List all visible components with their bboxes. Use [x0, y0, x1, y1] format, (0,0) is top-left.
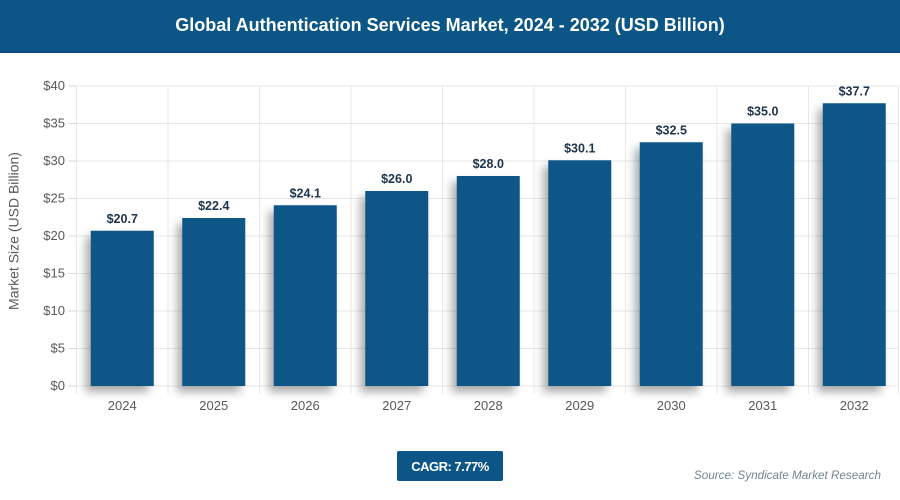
svg-text:$32.5: $32.5	[656, 123, 687, 137]
svg-text:$28.0: $28.0	[473, 157, 504, 171]
svg-text:$37.7: $37.7	[839, 84, 870, 98]
svg-text:$35: $35	[43, 116, 65, 131]
svg-text:2029: 2029	[565, 398, 594, 413]
svg-text:$0: $0	[51, 378, 65, 393]
svg-text:$10: $10	[43, 303, 65, 318]
svg-text:2031: 2031	[748, 398, 777, 413]
svg-text:$26.0: $26.0	[381, 172, 412, 186]
svg-text:2030: 2030	[657, 398, 686, 413]
svg-text:$35.0: $35.0	[747, 105, 778, 119]
svg-text:$24.1: $24.1	[290, 186, 321, 200]
svg-text:Source: Syndicate Market Resea: Source: Syndicate Market Research	[694, 469, 881, 482]
svg-text:$30.1: $30.1	[564, 141, 595, 155]
svg-text:2026: 2026	[291, 398, 320, 413]
svg-text:$22.4: $22.4	[198, 199, 229, 213]
svg-text:Market Size (USD Billion): Market Size (USD Billion)	[6, 152, 22, 310]
svg-text:$5: $5	[51, 341, 65, 356]
svg-text:2028: 2028	[474, 398, 503, 413]
svg-text:$40: $40	[43, 78, 65, 93]
svg-text:2024: 2024	[108, 398, 137, 413]
svg-text:2025: 2025	[199, 398, 228, 413]
svg-text:$30: $30	[43, 153, 65, 168]
svg-text:$20.7: $20.7	[107, 212, 138, 226]
svg-text:$20: $20	[43, 228, 65, 243]
svg-text:CAGR: 7.77%: CAGR: 7.77%	[411, 459, 490, 474]
svg-text:$25: $25	[43, 191, 65, 206]
svg-text:2027: 2027	[382, 398, 411, 413]
svg-text:$15: $15	[43, 266, 65, 281]
svg-text:2032: 2032	[840, 398, 869, 413]
